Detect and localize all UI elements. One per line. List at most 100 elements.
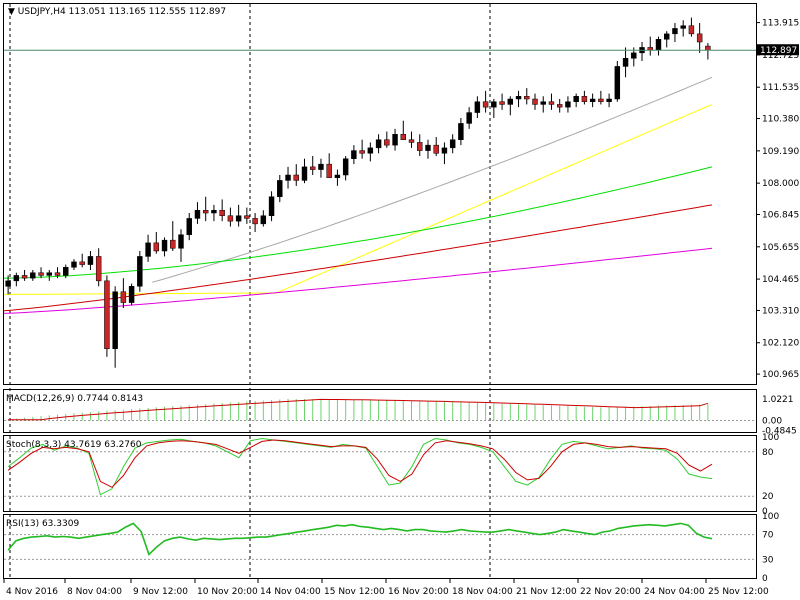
time-tick-label: 8 Nov 04:00 bbox=[67, 587, 122, 597]
candle-down bbox=[153, 242, 160, 252]
candle-down bbox=[705, 45, 711, 51]
time-tick-label: 9 Nov 12:00 bbox=[133, 587, 188, 597]
candle-up bbox=[664, 33, 670, 40]
candle-up bbox=[128, 286, 135, 303]
candle-down bbox=[598, 98, 604, 102]
candle-up bbox=[112, 291, 118, 349]
rsi-title: RSI(13) 63.3309 bbox=[6, 519, 79, 529]
candle-up bbox=[13, 275, 20, 282]
candle-up bbox=[565, 101, 571, 108]
moving-average-line bbox=[152, 76, 713, 283]
osc-tick-label: 100 bbox=[762, 512, 779, 522]
candle-up bbox=[458, 123, 464, 140]
candle-down bbox=[696, 33, 703, 43]
candle-up bbox=[277, 180, 283, 197]
macd-signal-line bbox=[8, 398, 709, 421]
candle-up bbox=[260, 215, 267, 225]
candle-down bbox=[556, 104, 563, 108]
candle-up bbox=[614, 66, 621, 100]
candle-down bbox=[548, 101, 555, 105]
stochastic-indicator: 100 80 20 0 bbox=[4, 433, 779, 517]
candle-up bbox=[622, 58, 629, 67]
candle-down bbox=[359, 150, 365, 154]
candle-up bbox=[46, 272, 52, 276]
candle-up bbox=[5, 280, 11, 287]
candle-down bbox=[482, 101, 489, 108]
macd-pane-frame bbox=[3, 389, 757, 433]
candle-up bbox=[194, 210, 201, 219]
candle-up bbox=[211, 210, 217, 214]
candle-up bbox=[589, 98, 596, 102]
stoch-title: Stoch(8,3,3) 43.7619 63.2760 bbox=[6, 440, 142, 450]
candle-down bbox=[326, 163, 332, 178]
stoch-pane-frame bbox=[3, 435, 757, 512]
candle-down bbox=[408, 139, 415, 143]
candle-up bbox=[161, 239, 168, 252]
candle-up bbox=[145, 242, 151, 257]
osc-tick-label: 70 bbox=[762, 531, 774, 541]
time-tick-label: 22 Nov 20:00 bbox=[580, 587, 641, 597]
macd-tick-label: -0.4845 bbox=[762, 427, 797, 437]
candle-up bbox=[573, 96, 579, 102]
osc-tick-label: 30 bbox=[762, 555, 774, 565]
price-tick-label: 108.000 bbox=[762, 179, 799, 189]
candle-up bbox=[334, 174, 341, 178]
candle-up bbox=[268, 196, 275, 216]
candle-up bbox=[178, 234, 184, 249]
candle-up bbox=[491, 101, 497, 108]
candle-down bbox=[202, 210, 209, 214]
macd-tick-label: 0.00 bbox=[762, 416, 782, 426]
candle-down bbox=[95, 256, 102, 282]
osc-line bbox=[7, 439, 713, 488]
candle-down bbox=[54, 272, 61, 276]
candle-up bbox=[63, 267, 69, 276]
ohlc-label: 113.051 113.165 112.555 112.897 bbox=[69, 7, 226, 17]
candle-up bbox=[318, 163, 324, 170]
candle-up bbox=[466, 112, 472, 124]
osc-tick-label: 20 bbox=[762, 492, 774, 502]
candle-up bbox=[367, 147, 374, 154]
time-tick-label: 15 Nov 12:00 bbox=[324, 587, 385, 597]
candle-down bbox=[524, 96, 530, 100]
candle-down bbox=[532, 98, 538, 105]
time-tick-label: 16 Nov 20:00 bbox=[388, 587, 449, 597]
candle-up bbox=[680, 25, 686, 29]
candle-up bbox=[515, 96, 522, 100]
price-tick-label: 106.845 bbox=[762, 210, 799, 220]
time-tick-label: 4 Nov 2016 bbox=[6, 587, 58, 597]
current-price-tag: 112.897 bbox=[757, 44, 799, 56]
candle-up bbox=[606, 98, 612, 102]
candle-down bbox=[433, 144, 439, 154]
svg-text:112.897: 112.897 bbox=[760, 46, 797, 56]
candle-up bbox=[71, 261, 77, 268]
price-tick-label: 112.725 bbox=[762, 51, 799, 61]
candle-up bbox=[441, 147, 448, 154]
candle-up bbox=[425, 144, 431, 151]
candle-down bbox=[38, 272, 44, 276]
candle-down bbox=[417, 142, 423, 151]
time-tick-label: 18 Nov 04:00 bbox=[452, 587, 513, 597]
rsi-indicator: 100 70 30 0 bbox=[4, 512, 779, 584]
candlesticks bbox=[5, 17, 711, 368]
price-tick-label: 109.190 bbox=[762, 147, 799, 157]
osc-tick-label: 0 bbox=[762, 507, 768, 517]
time-axis: 4 Nov 2016 8 Nov 04:00 9 Nov 12:00 10 Nov 2… bbox=[3, 578, 769, 597]
candle-up bbox=[474, 101, 481, 113]
osc-tick-label: 0 bbox=[762, 574, 768, 584]
candle-up bbox=[392, 134, 398, 146]
price-tick-label: 104.465 bbox=[762, 275, 799, 285]
candle-down bbox=[252, 218, 258, 225]
candle-up bbox=[655, 39, 662, 51]
osc-tick-label: 80 bbox=[762, 448, 774, 458]
time-tick-label: 10 Nov 20:00 bbox=[197, 587, 258, 597]
candle-up bbox=[375, 139, 382, 149]
candle-up bbox=[342, 158, 349, 176]
candle-up bbox=[87, 256, 94, 265]
price-tick-label: 110.380 bbox=[762, 115, 799, 125]
candle-down bbox=[384, 139, 390, 146]
price-tick-label: 111.535 bbox=[762, 83, 799, 93]
candle-up bbox=[137, 256, 143, 287]
moving-average-line bbox=[3, 247, 713, 314]
arrow-icon: ▼ bbox=[8, 7, 18, 17]
